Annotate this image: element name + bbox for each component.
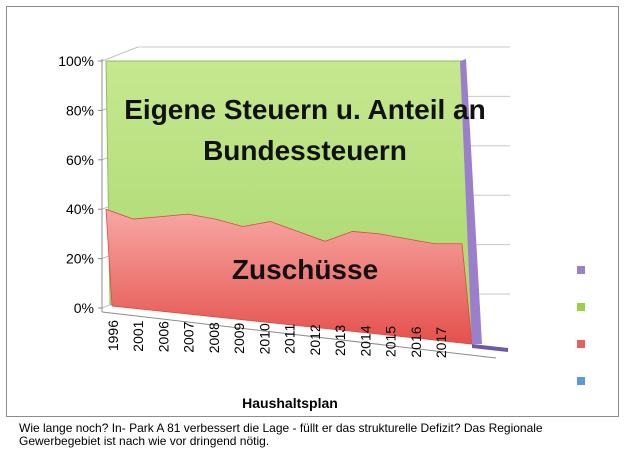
y-tick-label: 40% (66, 201, 94, 217)
x-tick-label: 2009 (231, 322, 247, 353)
y-tick-labels: 0% 20% 40% 60% 80% 100% (58, 53, 94, 316)
annotation-upper-line1: Eigene Steuern u. Anteil an (124, 94, 485, 125)
x-axis-label: Haushaltsplan (242, 395, 338, 411)
x-tick-label: 2008 (206, 322, 222, 353)
y-tick-label: 100% (58, 53, 94, 69)
x-tick-label: 2010 (256, 323, 272, 354)
annotation-lower: Zuschüsse (232, 254, 378, 285)
legend-marker (577, 303, 585, 311)
area-series-lower (105, 208, 473, 345)
x-tick-label: 2017 (433, 327, 449, 358)
x-tick-label: 1996 (105, 320, 121, 351)
y-tick-label: 20% (66, 251, 94, 267)
x-tick-label: 2014 (357, 325, 373, 356)
chart-svg: 0% 20% 40% 60% 80% 100% 1996 2001 2006 2007 2008 2… (58, 46, 585, 411)
chart-figure: 0% 20% 40% 60% 80% 100% 1996 2001 2006 2007 2008 2… (6, 6, 619, 417)
x-tick-labels: 1996 2001 2006 2007 2008 2009 2010 2011 2012 2013… (105, 320, 449, 358)
x-tick-label: 2013 (332, 325, 348, 356)
x-tick-label: 2001 (130, 320, 146, 351)
annotation-upper-line2: Bundessteuern (203, 135, 407, 166)
legend-marker (577, 340, 585, 348)
legend-marker (577, 266, 585, 274)
x-tick-label: 2006 (155, 321, 171, 352)
x-tick-label: 2007 (181, 321, 197, 352)
gridline-depth (101, 46, 139, 62)
y-tick-label: 0% (74, 300, 94, 316)
legend (577, 266, 585, 385)
x-tick-label: 2012 (307, 324, 323, 355)
y-tick-label: 60% (66, 152, 94, 168)
chart-areas (105, 59, 508, 352)
area-floor-edge (472, 344, 508, 352)
x-tick-label: 2015 (383, 326, 399, 357)
y-tick-label: 80% (66, 102, 94, 118)
figure-caption: Wie lange noch? In- Park A 81 verbessert… (19, 421, 543, 448)
area-side-edge (460, 59, 482, 344)
legend-marker (577, 377, 585, 385)
x-tick-label: 2016 (408, 326, 424, 357)
x-tick-label: 2011 (282, 324, 298, 354)
x-axis-line (101, 311, 497, 359)
chart-axes (98, 59, 497, 359)
